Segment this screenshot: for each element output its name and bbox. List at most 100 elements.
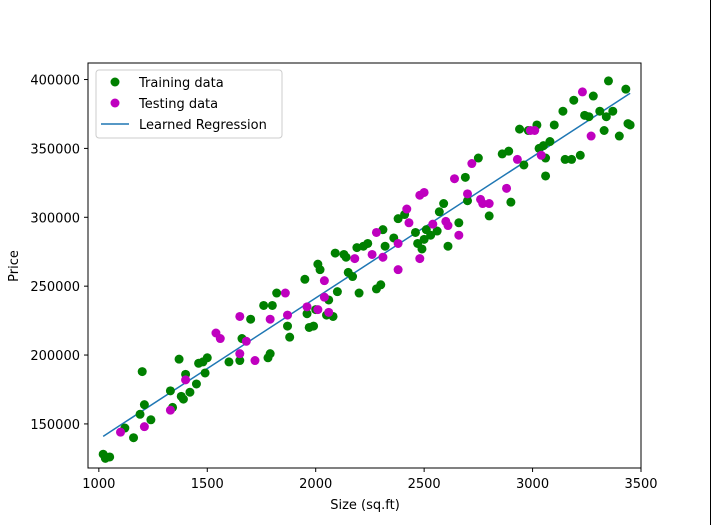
testing-point	[139, 422, 149, 432]
legend-training-marker	[110, 77, 120, 87]
testing-point	[378, 252, 388, 262]
training-point	[146, 415, 156, 425]
testing-point	[478, 199, 488, 209]
testing-point	[319, 276, 329, 286]
training-point	[584, 112, 594, 122]
y-tick-label: 400000	[30, 74, 80, 89]
x-tick-label: 3500	[624, 477, 657, 492]
training-point	[410, 227, 420, 237]
training-point	[174, 354, 184, 364]
training-point	[434, 207, 444, 217]
training-point	[558, 106, 568, 116]
training-point	[348, 272, 358, 282]
legend: Training data Testing data Learned Regre…	[95, 69, 283, 139]
x-tick-label: 1500	[191, 477, 224, 492]
training-point	[608, 106, 618, 116]
training-point	[426, 230, 436, 240]
training-point	[265, 349, 275, 359]
training-point	[202, 353, 212, 363]
training-point	[575, 150, 585, 160]
training-point	[332, 287, 342, 297]
testing-point	[530, 126, 540, 135]
testing-point	[536, 150, 546, 160]
training-point	[259, 300, 269, 310]
training-point	[603, 76, 613, 86]
testing-point	[502, 183, 512, 193]
training-point	[376, 280, 386, 290]
training-point	[330, 248, 340, 258]
testing-point	[215, 334, 225, 344]
training-point	[443, 241, 453, 251]
training-point	[354, 288, 364, 298]
testing-point	[371, 227, 381, 237]
training-point	[595, 106, 605, 116]
testing-point	[165, 405, 175, 415]
testing-point	[443, 221, 453, 231]
testing-point	[428, 219, 438, 229]
training-point	[454, 218, 464, 228]
training-point	[614, 131, 624, 141]
training-point	[129, 433, 139, 443]
testing-point	[319, 292, 329, 302]
testing-point	[402, 204, 412, 214]
y-tick-label: 200000	[30, 349, 80, 364]
testing-point	[577, 87, 587, 97]
training-point	[484, 211, 494, 221]
training-point	[601, 112, 611, 122]
training-point	[439, 199, 449, 209]
training-point	[625, 120, 635, 130]
y-tick-label: 350000	[30, 142, 80, 157]
training-point	[139, 400, 149, 410]
training-point	[549, 120, 559, 130]
plot-frame	[87, 62, 642, 469]
training-point	[419, 234, 429, 244]
window-edge-line	[710, 0, 711, 525]
testing-point	[265, 314, 275, 324]
training-point	[588, 91, 598, 101]
training-point	[300, 274, 310, 284]
training-point	[506, 197, 516, 207]
training-point	[560, 154, 570, 164]
legend-testing-label: Testing data	[138, 97, 218, 112]
y-tick-label: 250000	[30, 280, 80, 295]
y-axis: 150000 200000 250000 300000 350000 400000	[30, 74, 88, 433]
training-point	[432, 226, 442, 236]
testing-point	[415, 254, 425, 264]
testing-point	[181, 375, 191, 385]
training-point	[272, 288, 282, 298]
testing-point	[367, 249, 377, 259]
training-point	[315, 265, 325, 275]
points-layer	[98, 76, 635, 463]
testing-point	[586, 131, 596, 141]
testing-point	[393, 238, 403, 248]
testing-point	[404, 218, 414, 228]
legend-training-label: Training data	[138, 76, 224, 91]
legend-regression-label: Learned Regression	[139, 118, 267, 133]
training-point	[267, 300, 277, 310]
training-point	[363, 238, 373, 248]
testing-point	[280, 288, 290, 298]
testing-point	[313, 305, 323, 315]
legend-box	[95, 69, 283, 139]
training-point	[545, 137, 555, 147]
x-tick-label: 2000	[299, 477, 332, 492]
training-point	[178, 394, 188, 404]
training-point	[246, 314, 256, 324]
training-point	[285, 332, 295, 342]
training-point	[185, 387, 195, 397]
x-tick-label: 3000	[516, 477, 549, 492]
x-axis: 1000 1500 2000 2500 3000 3500	[82, 468, 658, 492]
training-point	[417, 244, 427, 254]
training-point	[135, 409, 145, 419]
testing-point	[235, 349, 245, 359]
training-point	[191, 379, 201, 389]
testing-point	[235, 311, 245, 321]
x-axis-title: Size (sq.ft)	[330, 498, 400, 513]
training-point	[567, 154, 577, 164]
training-point	[621, 84, 631, 94]
testing-point	[283, 310, 293, 320]
y-tick-label: 150000	[30, 418, 80, 433]
training-point	[302, 309, 312, 319]
testing-point	[454, 230, 464, 240]
